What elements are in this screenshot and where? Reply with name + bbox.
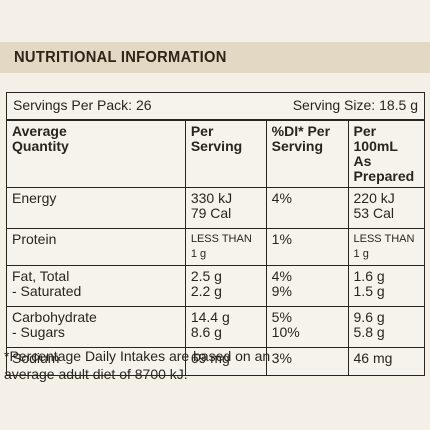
servings-per-pack: Servings Per Pack: 26 (13, 97, 152, 113)
cell-line: Average (12, 123, 67, 139)
nutrient-row: Fat, Total - Saturated 2.5 g 2.2 g 4% 9% 1.6 g… (7, 265, 424, 307)
cell-line: Quantity (12, 138, 69, 154)
cell-line: 69 mg (190, 350, 230, 366)
cell-line: 330 kJ (190, 190, 233, 206)
value-cell: 9.6 g 5.8 g (347, 306, 424, 348)
value-cell: LESS THAN 1 g (184, 228, 267, 266)
value-cell: 1.6 g 1.5 g (347, 265, 424, 307)
cell-line: As Prepared (353, 153, 415, 184)
cell-line: 4% (271, 268, 292, 284)
cell-line: 14.4 g (190, 309, 230, 325)
cell-line: 5% (271, 309, 292, 325)
cell-line: Per 100mL (353, 123, 398, 154)
value-cell: 330 kJ 79 Cal (184, 187, 267, 229)
cell-line: 9.6 g (353, 309, 385, 325)
value-cell: 1% (265, 228, 349, 266)
header-cell: %DI* Per Serving (265, 120, 349, 188)
nutrient-label: Protein (7, 228, 186, 266)
cell-line: 53 Cal (353, 205, 394, 221)
cell-line: LESS THAN 1 g (190, 233, 252, 260)
servings-row: Servings Per Pack: 26 Serving Size: 18.5… (7, 93, 424, 120)
value-cell: 4% (265, 187, 349, 229)
cell-line: 1.5 g (353, 283, 385, 299)
value-cell: 3% (265, 347, 349, 375)
footnote: *Percentage Daily Intakes are based on a… (4, 348, 271, 382)
cell-line: LESS THAN 1 g (353, 233, 415, 260)
nutrition-table: Average Quantity Per Serving %DI* Per Serving… (7, 120, 424, 375)
value-cell: 14.4 g 8.6 g (184, 306, 267, 348)
value-cell: 5% 10% (265, 306, 349, 348)
header-row: Average Quantity Per Serving %DI* Per Serving… (7, 120, 424, 188)
header-band (0, 42, 430, 73)
nutrient-row: Sodium 69 mg 3% 46 mg (7, 347, 424, 375)
nutrient-row: Protein LESS THAN 1 g 1% LESS THAN 1 g (7, 228, 424, 266)
cell-line: Serving (190, 138, 243, 154)
cell-line: 2.5 g (190, 268, 222, 284)
cell-line: 1% (271, 231, 292, 247)
cell-line: Per (190, 123, 214, 139)
cell-line: 9% (271, 283, 292, 299)
value-cell: 2.5 g 2.2 g (184, 265, 267, 307)
cell-line: 5.8 g (353, 324, 385, 340)
cell-line: 8.6 g (190, 324, 222, 340)
cell-line: Fat, Total (12, 268, 70, 284)
cell-line: 2.2 g (190, 283, 222, 299)
value-cell: LESS THAN 1 g (347, 228, 424, 266)
header-cell: Per 100mL As Prepared (347, 120, 424, 188)
serving-size: Serving Size: 18.5 g (292, 97, 418, 113)
cell-line: 79 Cal (190, 205, 232, 221)
nutrient-label: Fat, Total - Saturated (7, 265, 186, 307)
nutrient-label: Sodium (7, 347, 186, 375)
nutrition-panel: Servings Per Pack: 26 Serving Size: 18.5… (6, 92, 425, 376)
value-cell: 4% 9% (265, 265, 349, 307)
cell-line: Carbohydrate (12, 309, 97, 325)
nutrient-row: Energy 330 kJ 79 Cal 4% 220 kJ 53 Cal (7, 187, 424, 229)
cell-line: Protein (12, 231, 57, 247)
nutrient-row: Carbohydrate - Sugars 14.4 g 8.6 g 5% 10% 9.6 … (7, 306, 424, 348)
cell-line: 4% (271, 190, 292, 206)
cell-line: 46 mg (353, 350, 393, 366)
value-cell: 220 kJ 53 Cal (347, 187, 424, 229)
cell-line: 3% (271, 350, 292, 366)
cell-line: - Saturated (12, 283, 82, 299)
nutrient-label: Carbohydrate - Sugars (7, 306, 186, 348)
cell-line: - Sugars (12, 324, 65, 340)
cell-line: Sodium (12, 350, 60, 366)
header-cell: Average Quantity (7, 120, 186, 188)
cell-line: Serving (271, 138, 324, 154)
cell-line: 10% (271, 324, 300, 340)
cell-line: 220 kJ (353, 190, 395, 206)
cell-line: 1.6 g (353, 268, 385, 284)
cell-line: %DI* Per (271, 123, 331, 139)
cell-line: Energy (12, 190, 57, 206)
value-cell: 69 mg (184, 347, 267, 375)
nutrient-label: Energy (7, 187, 186, 229)
title: NUTRITIONAL INFORMATION (14, 49, 227, 66)
value-cell: 46 mg (347, 347, 424, 375)
header-cell: Per Serving (184, 120, 267, 188)
